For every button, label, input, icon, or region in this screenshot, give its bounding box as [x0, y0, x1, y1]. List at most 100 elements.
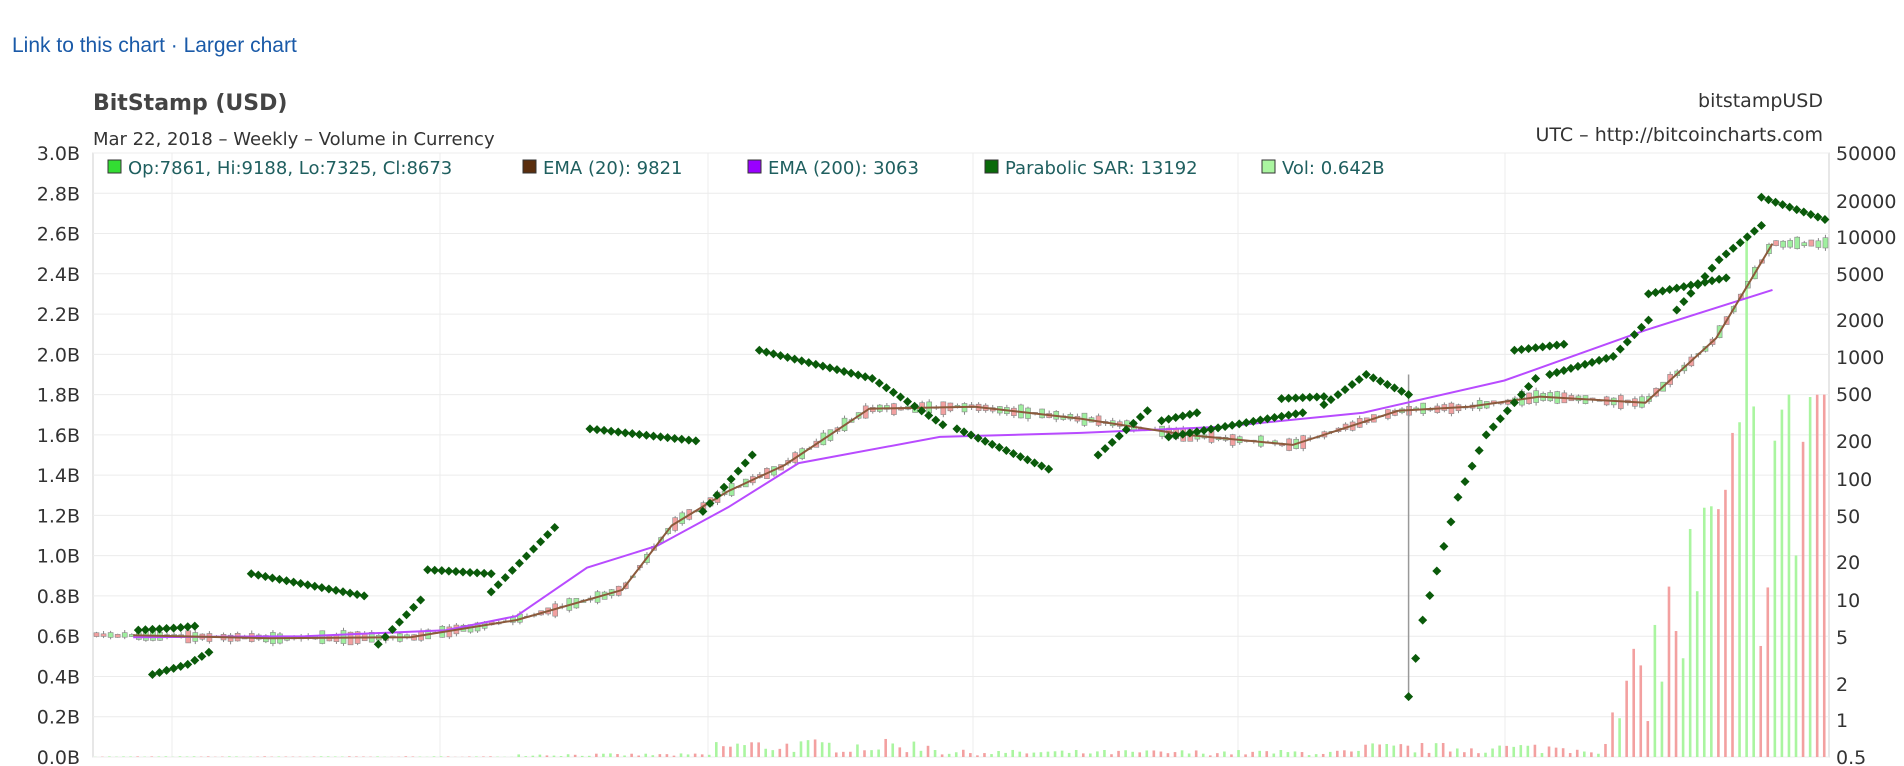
- volume-bar: [1406, 745, 1410, 757]
- sar-point: [1255, 415, 1265, 425]
- volume-bar: [1194, 750, 1198, 757]
- sar-point: [747, 450, 757, 460]
- sar-point: [1418, 615, 1428, 625]
- volume-bar: [411, 756, 415, 757]
- sar-point: [754, 345, 764, 355]
- sar-point: [1587, 357, 1597, 367]
- volume-bar: [1710, 506, 1713, 757]
- candle-body: [114, 634, 121, 638]
- sar-point: [719, 482, 729, 492]
- sar-point: [818, 361, 828, 371]
- volume-bar: [1731, 432, 1734, 757]
- sar-point: [1488, 422, 1498, 432]
- link-to-this-chart[interactable]: Link to this chart: [12, 34, 165, 57]
- volume-bar: [665, 754, 669, 757]
- sar-point: [1559, 365, 1569, 375]
- sar-point: [987, 439, 997, 449]
- sar-point: [289, 577, 299, 587]
- right-axis-ticks: 5000020000100005000200010005002001005020…: [1836, 143, 1896, 766]
- candle-body: [1787, 240, 1793, 248]
- sar-point: [1404, 692, 1414, 702]
- volume-bar: [1145, 750, 1149, 757]
- volume-bar: [235, 756, 238, 757]
- volume-bar: [439, 756, 443, 757]
- larger-chart-link[interactable]: Larger chart: [183, 34, 297, 57]
- volume-bar: [1039, 752, 1043, 757]
- volume-bar: [1046, 751, 1050, 757]
- sar-point: [465, 567, 475, 577]
- sar-point: [176, 661, 186, 671]
- sar-point: [783, 352, 793, 362]
- volume-bar: [1455, 748, 1459, 757]
- sar-point: [1742, 232, 1752, 242]
- volume-bar: [1230, 754, 1233, 757]
- left-tick-label: 2.2B: [37, 304, 80, 326]
- sar-point: [204, 647, 214, 657]
- volume-bar: [884, 738, 887, 757]
- volume-bar: [1265, 751, 1269, 757]
- volume-bar: [757, 742, 760, 757]
- sar-point: [656, 432, 666, 442]
- volume-bar: [1561, 748, 1565, 757]
- sar-point: [1799, 207, 1809, 217]
- volume-bar: [1759, 645, 1763, 757]
- sar-point: [1178, 429, 1188, 439]
- sar-point: [1185, 428, 1195, 438]
- legend-entry: Op:7861, Hi:9188, Lo:7325, Cl:8673: [128, 158, 452, 179]
- candle-body: [1822, 237, 1829, 249]
- sar-point: [910, 401, 920, 411]
- sar-point: [1157, 416, 1167, 426]
- sar-point: [394, 617, 404, 627]
- volume-bar: [877, 749, 880, 757]
- sar-point: [895, 392, 905, 402]
- sar-point: [1495, 414, 1505, 424]
- volume-bar: [1371, 743, 1374, 757]
- volume-bar: [1773, 440, 1777, 757]
- sar-point: [1319, 392, 1329, 402]
- sar-point: [1728, 243, 1738, 253]
- sar-point: [1044, 464, 1054, 474]
- sar-point: [1771, 197, 1781, 207]
- volume-bar: [1279, 750, 1283, 757]
- volume-bar: [1519, 745, 1523, 757]
- sar-point: [1368, 373, 1378, 383]
- candle-body: [1794, 236, 1801, 249]
- volume-bar: [651, 755, 655, 757]
- volume-bar: [1717, 509, 1720, 757]
- right-tick-label: 20: [1836, 552, 1860, 574]
- sar-point: [1672, 283, 1682, 293]
- sar-point: [846, 368, 856, 378]
- sar-point: [1502, 406, 1512, 416]
- sar-point: [860, 372, 870, 382]
- sar-point: [1531, 343, 1541, 353]
- sar-point: [169, 623, 179, 633]
- legend-entry: Parabolic SAR: 13192: [1005, 158, 1198, 179]
- volume-bar: [1011, 749, 1014, 757]
- sar-point: [190, 621, 200, 631]
- sar-point: [1460, 477, 1470, 487]
- sar-point: [140, 625, 150, 635]
- sar-point: [1312, 392, 1322, 402]
- volume-bar: [722, 746, 725, 757]
- right-tick-label: 2000: [1836, 310, 1884, 332]
- sar-point: [274, 574, 284, 584]
- volume-bar: [700, 754, 704, 757]
- source-label: UTC – http://bitcoincharts.com: [1535, 124, 1823, 146]
- sar-point: [1354, 375, 1364, 384]
- sar-point: [917, 406, 927, 416]
- chart-title: BitStamp (USD): [93, 91, 287, 116]
- volume-bar: [475, 756, 478, 757]
- volume-bar: [898, 747, 902, 757]
- sar-point: [1333, 390, 1343, 400]
- sar-point: [1700, 277, 1710, 287]
- ema200-line-group: [133, 288, 1773, 639]
- volume-bar: [559, 756, 563, 757]
- sar-point: [1524, 382, 1534, 392]
- volume-bar: [1681, 658, 1685, 757]
- volume-bar: [933, 750, 937, 757]
- volume-bar: [595, 753, 598, 757]
- sar-point: [1700, 271, 1710, 281]
- sar-point: [966, 430, 976, 440]
- sar-point: [486, 587, 496, 597]
